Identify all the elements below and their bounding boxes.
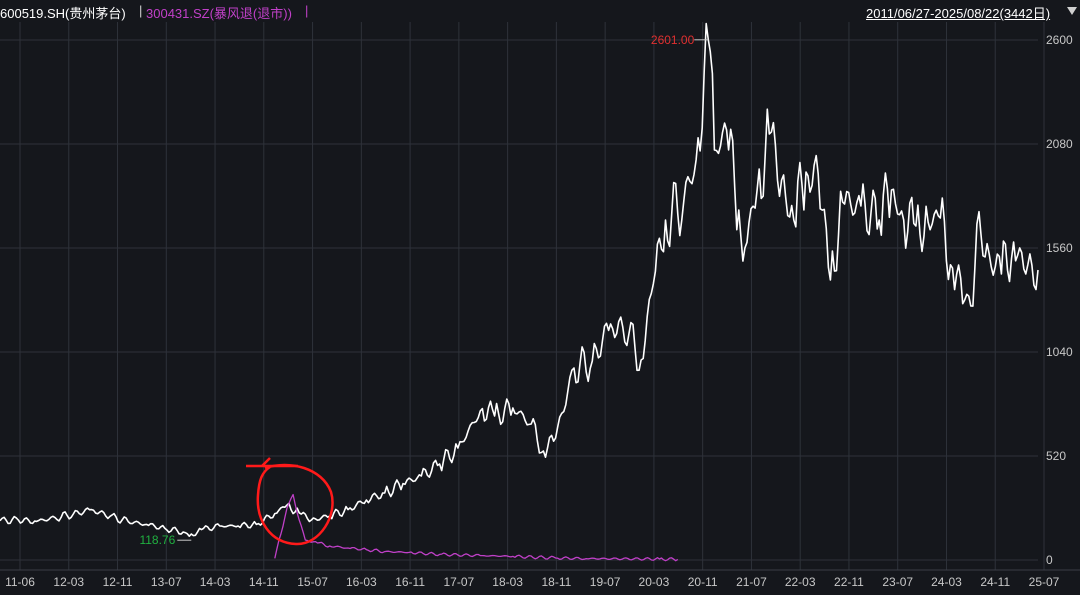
series-line-600519 [0, 22, 1039, 538]
x-tick-label: 24-11 [980, 575, 1010, 589]
x-tick-label: 16-11 [395, 575, 425, 589]
annotation-circle [246, 457, 334, 546]
header-divider: | [139, 3, 143, 18]
y-tick-label: 0 [1046, 553, 1053, 567]
x-tick-label: 16-03 [346, 575, 377, 589]
x-tick-label: 18-03 [492, 575, 523, 589]
x-tick-label: 13-07 [151, 575, 182, 589]
y-tick-label: 2600 [1046, 33, 1073, 47]
x-tick-label: 24-03 [931, 575, 962, 589]
series-lines [0, 22, 1039, 562]
max-value-label: 2601.00 [651, 33, 695, 47]
x-tick-label: 20-11 [688, 575, 718, 589]
x-tick-label: 23-07 [882, 575, 913, 589]
x-tick-label: 20-03 [639, 575, 670, 589]
x-tick-label: 12-03 [53, 575, 84, 589]
y-tick-label: 2080 [1046, 137, 1073, 151]
y-tick-label: 520 [1046, 449, 1066, 463]
triangle-down-icon[interactable] [1066, 6, 1078, 16]
date-range-label[interactable]: 2011/06/27-2025/08/22(3442日) [866, 6, 1051, 21]
x-tick-label: 19-07 [590, 575, 621, 589]
x-tick-label: 18-11 [541, 575, 571, 589]
x-tick-label: 21-07 [736, 575, 767, 589]
x-tick-label: 22-11 [834, 575, 864, 589]
min-value-label: 118.76 [139, 533, 175, 547]
x-tick-label: 22-03 [785, 575, 816, 589]
x-tick-label: 11-06 [5, 575, 35, 589]
labels: 0 520 1040 1560 2080 2600 11-06 12-03 12-11 13-07… [5, 33, 1073, 589]
header-divider: | [305, 3, 309, 18]
x-tick-label: 14-11 [249, 575, 279, 589]
x-tick-label: 25-07 [1029, 575, 1060, 589]
series2-legend-label[interactable]: 300431.SZ(暴风退(退市)) [146, 6, 292, 21]
series-line-300431 [274, 493, 679, 562]
x-tick-label: 17-07 [444, 575, 475, 589]
y-tick-label: 1040 [1046, 345, 1073, 359]
x-tick-label: 12-11 [103, 575, 133, 589]
grid [0, 22, 1080, 571]
chart-header: 600519.SH(贵州茅台) | 300431.SZ(暴风退(退市)) | 2… [0, 0, 1080, 22]
y-tick-label: 1560 [1046, 241, 1073, 255]
x-tick-label: 15-07 [297, 575, 328, 589]
x-tick-label: 14-03 [200, 575, 231, 589]
series1-legend-label[interactable]: 600519.SH(贵州茅台) [0, 6, 126, 21]
